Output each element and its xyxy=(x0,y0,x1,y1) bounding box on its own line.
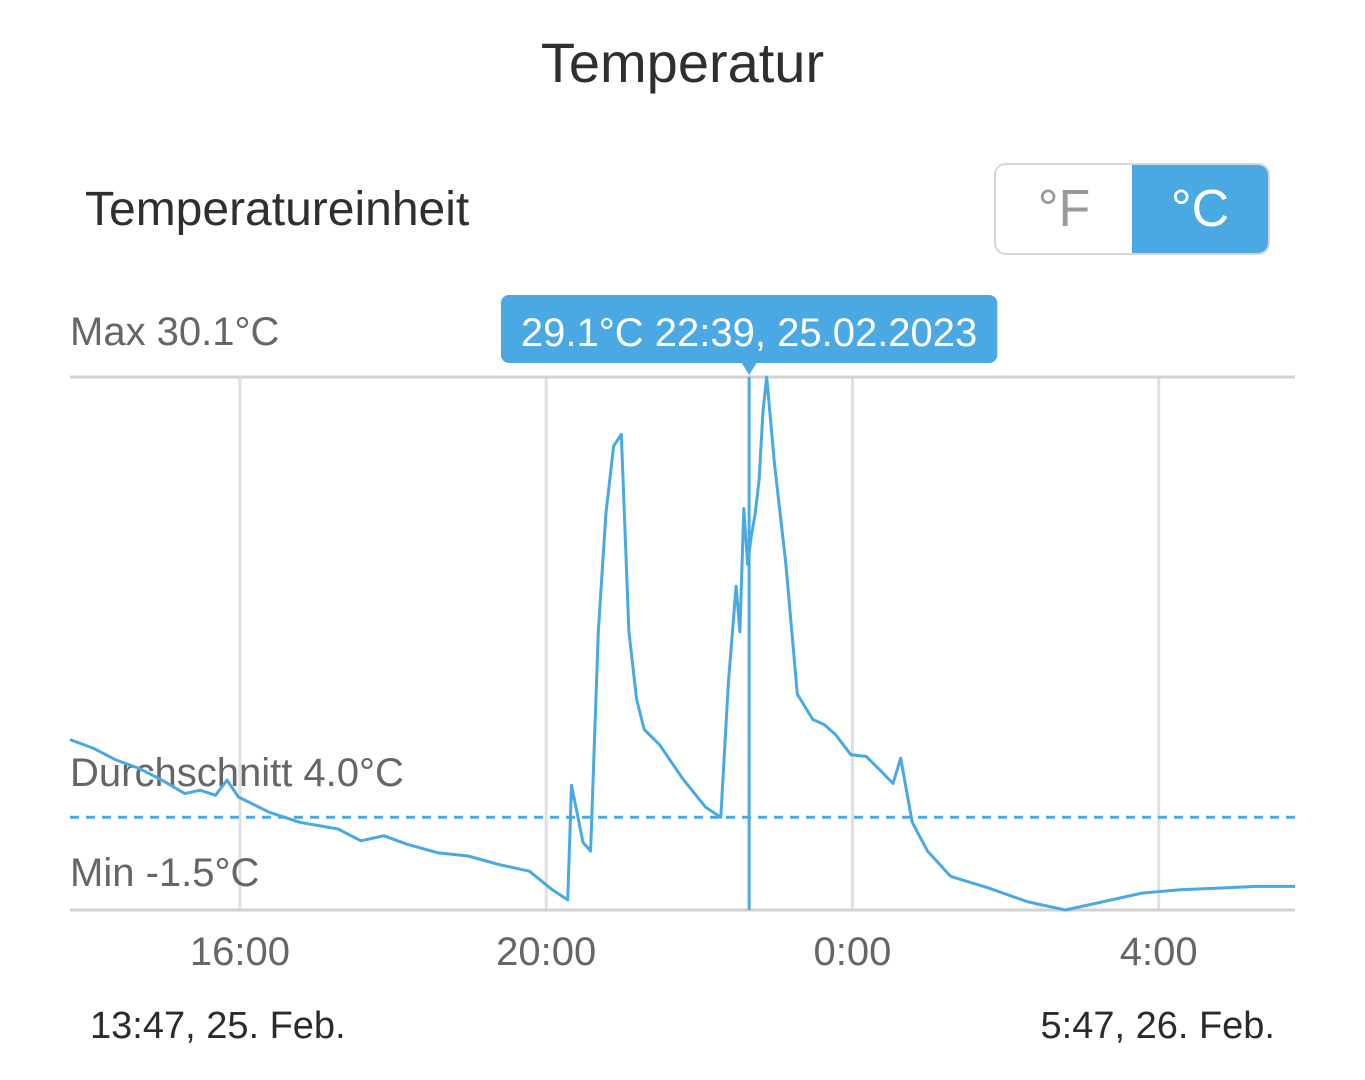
temperature-unit-label: Temperatureinheit xyxy=(85,183,470,236)
average-label: Durchschnitt 4.0°C xyxy=(70,751,404,795)
unit-celsius-button[interactable]: °C xyxy=(1132,165,1268,253)
page-title: Temperatur xyxy=(540,31,825,94)
tooltip-box xyxy=(500,295,998,363)
max-label: Max 30.1°C xyxy=(70,310,279,354)
temperature-unit-toggle: °F °C xyxy=(994,163,1270,255)
tooltip-text: 29.1°C 22:39, 25.02.2023 xyxy=(521,311,977,355)
tooltip-arrow xyxy=(741,362,758,375)
unit-fahrenheit-button[interactable]: °F xyxy=(996,165,1132,253)
x-tick-label: 20:00 xyxy=(496,930,596,974)
grid-lines xyxy=(238,377,1161,910)
x-tick-label: 0:00 xyxy=(814,930,892,974)
tooltip: 29.1°C 22:39, 25.02.2023 xyxy=(500,295,998,375)
temperature-series-line xyxy=(69,375,1295,912)
x-tick-label: 4:00 xyxy=(1120,930,1198,974)
x-tick-labels: 16:00 20:00 0:00 4:00 xyxy=(190,930,1198,974)
x-tick-label: 16:00 xyxy=(190,930,290,974)
range-start-label: 13:47, 25. Feb. xyxy=(90,1005,346,1047)
range-end-label: 5:47, 26. Feb. xyxy=(1041,1005,1276,1047)
min-label: Min -1.5°C xyxy=(70,851,259,895)
